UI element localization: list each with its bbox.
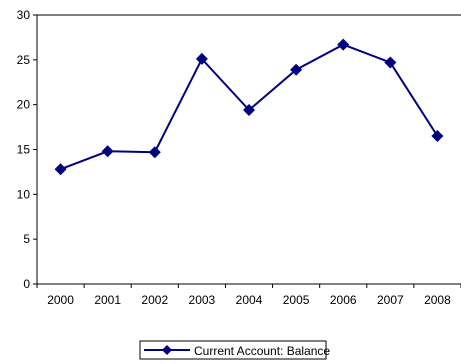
legend-box	[139, 340, 327, 360]
x-tick-label: 2004	[236, 293, 263, 307]
data-point-marker	[148, 146, 161, 159]
data-point-marker	[384, 56, 397, 69]
y-tick-label: 0	[23, 277, 30, 291]
x-axis: 2000 2001 2002 2003 2004 2005 2006 2007 2008	[36, 283, 461, 307]
y-axis: 0 5 10 15 20 25 30	[17, 8, 38, 291]
legend-marker-swatch	[162, 345, 172, 355]
legend-label: Current Account: Balance	[194, 344, 330, 358]
data-point-marker	[431, 130, 444, 143]
y-tick-label: 5	[23, 232, 30, 246]
data-point-marker	[243, 104, 255, 117]
x-tick-label: 2007	[377, 293, 404, 307]
x-tick-label: 2001	[94, 293, 121, 307]
y-tick-label: 20	[17, 98, 31, 112]
y-tick-label: 25	[17, 53, 31, 67]
x-tick-label: 2008	[424, 293, 451, 307]
x-tick-label: 2000	[47, 293, 74, 307]
series-layer	[54, 38, 444, 176]
legend: Current Account: Balance	[139, 340, 330, 360]
x-tick-label: 2005	[283, 293, 310, 307]
x-tick-label: 2003	[189, 293, 216, 307]
y-tick-label: 15	[17, 143, 31, 157]
data-point-marker	[290, 63, 303, 76]
x-tick-label: 2002	[141, 293, 168, 307]
data-point-marker	[195, 52, 208, 65]
data-point-marker	[337, 38, 350, 51]
y-tick-label: 10	[17, 187, 31, 201]
y-tick-label: 30	[17, 8, 31, 22]
data-point-marker	[54, 163, 67, 176]
data-point-marker	[101, 145, 114, 158]
x-tick-label: 2006	[330, 293, 357, 307]
